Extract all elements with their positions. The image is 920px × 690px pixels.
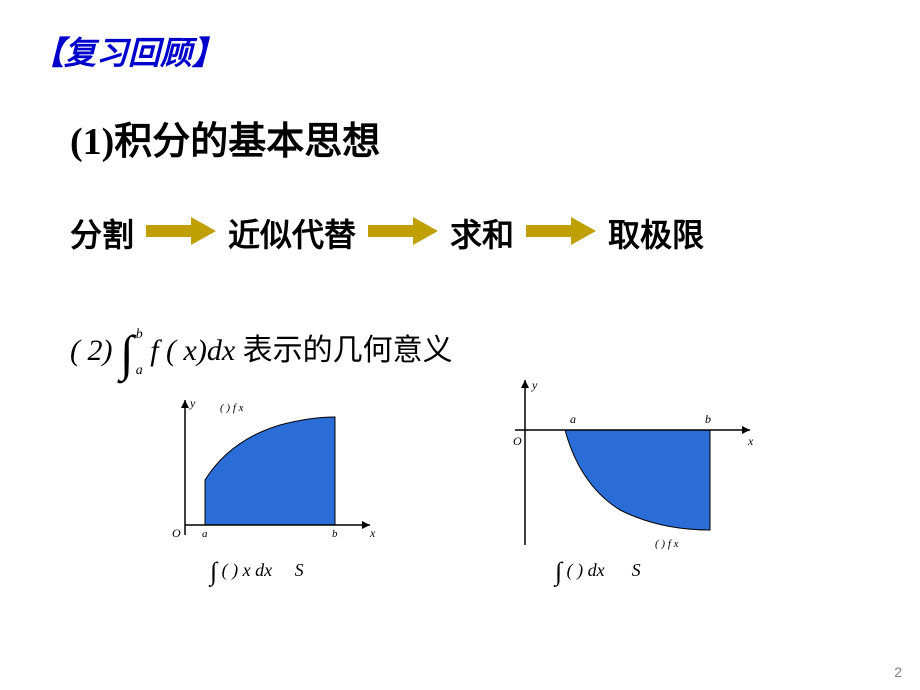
arrow-icon	[526, 217, 596, 250]
integral-lower-limit: a	[136, 364, 143, 378]
integral-icon: ∫	[555, 557, 562, 586]
svg-text:a: a	[570, 412, 576, 426]
integrand: f ( x)dx	[150, 334, 235, 367]
svg-text:y: y	[189, 396, 196, 410]
step-3: 求和	[450, 210, 514, 256]
integral-steps-flow: 分割 近似代替 求和 取极限	[70, 210, 704, 256]
chart-positive-area: y x O a b ( ) f x	[160, 395, 380, 560]
svg-text:( ) f x: ( ) f x	[220, 402, 244, 414]
arrow-icon	[146, 217, 216, 250]
integral-upper-limit: b	[136, 328, 143, 342]
equation-right: ∫ ( ) dx S	[555, 560, 641, 581]
step-4: 取极限	[608, 210, 704, 256]
equation-left: ∫ ( ) x dx S	[210, 560, 304, 581]
eq-right-paren: ( )	[567, 560, 584, 580]
section-title-1: (1)积分的基本思想	[70, 110, 380, 165]
section-title-2: ( 2) ∫ b a f ( x)dx 表示的几何意义	[70, 325, 453, 378]
step-2: 近似代替	[228, 210, 356, 256]
svg-text:( ) f x: ( ) f x	[655, 538, 679, 550]
step-1: 分割	[70, 210, 134, 256]
page-number: 2	[894, 664, 902, 680]
integral-symbol: ∫ b a	[120, 328, 143, 378]
eq-left-paren: ( )	[222, 560, 239, 580]
svg-text:x: x	[369, 526, 376, 540]
eq-left-result: S	[295, 560, 304, 580]
eq-left-mid: x dx	[243, 560, 272, 580]
prefix: ( 2)	[70, 334, 112, 367]
eq-right-result: S	[632, 560, 641, 580]
geometric-meaning-text: 表示的几何意义	[243, 334, 453, 367]
svg-text:a: a	[202, 528, 208, 540]
integral-icon: ∫	[210, 557, 217, 586]
svg-text:b: b	[705, 412, 711, 426]
svg-text:O: O	[172, 526, 181, 540]
svg-text:O: O	[513, 434, 522, 448]
arrow-icon	[368, 217, 438, 250]
review-header: 【复习回顾】	[32, 28, 224, 74]
svg-text:y: y	[531, 378, 538, 392]
eq-right-mid: dx	[588, 560, 605, 580]
chart-negative-area: y x O a b ( ) f x	[510, 375, 760, 570]
svg-text:x: x	[747, 434, 754, 448]
svg-text:b: b	[332, 528, 338, 540]
